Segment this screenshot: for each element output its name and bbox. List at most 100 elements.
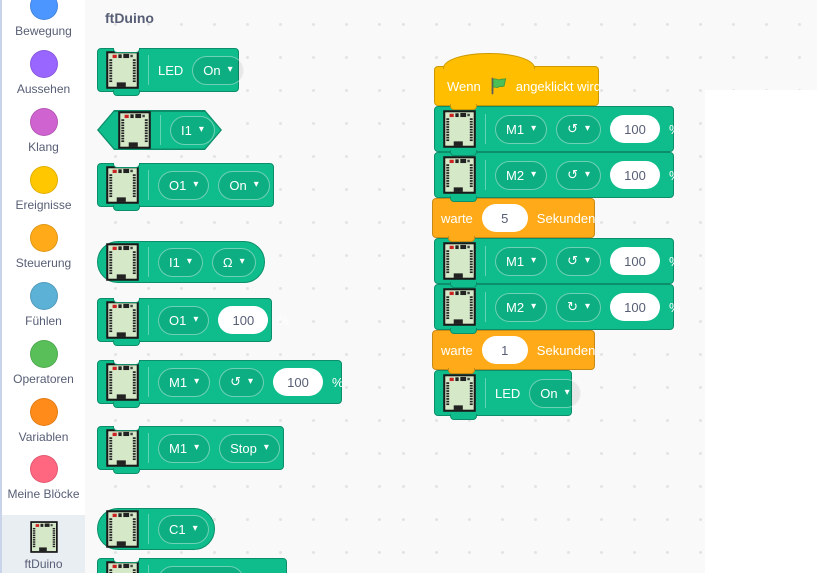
dropdown-caret-icon: ▾ bbox=[194, 376, 200, 387]
wait-label-after: Sekunden bbox=[536, 342, 596, 358]
dropdown-caret-icon: ▾ bbox=[585, 123, 591, 134]
dropdown-motor-port[interactable]: M1 ▾ bbox=[495, 114, 548, 144]
hat-text-after: angeklickt wird bbox=[515, 78, 601, 94]
ftduino-board-icon bbox=[443, 110, 476, 148]
wait-seconds-input[interactable]: 5 bbox=[481, 204, 528, 232]
sidebar-item-ftduino[interactable]: ftDuino bbox=[2, 521, 85, 572]
script-hat-when-flag-clicked[interactable]: Wenn angeklickt wird bbox=[434, 53, 601, 110]
value-input-percent[interactable]: 100 bbox=[610, 161, 661, 189]
value-input-percent[interactable]: 100 bbox=[218, 306, 269, 334]
script-block-motor-m1-run-1[interactable]: M1 ▾ ↺ ▾ 100 % bbox=[434, 106, 681, 156]
script-block-motor-m1-run-2[interactable]: M1 ▾ ↺ ▾ 100 % bbox=[434, 238, 681, 288]
dropdown-partial[interactable] bbox=[158, 565, 244, 573]
script-canvas[interactable]: Wenn angeklickt wird M1 ▾ ↺ ▾ 100 % M2 bbox=[394, 0, 817, 573]
dropdown-caret-icon: ▾ bbox=[193, 179, 199, 190]
dropdown-motor-stop-mode[interactable]: Stop ▾ bbox=[219, 433, 280, 463]
ftduino-board-icon bbox=[443, 288, 476, 326]
wait-label-after: Sekunden bbox=[536, 210, 596, 226]
script-block-motor-m2-run-1[interactable]: M2 ▾ ↺ ▾ 100 % bbox=[434, 152, 681, 202]
ftduino-board-icon bbox=[443, 156, 476, 194]
dropdown-caret-icon: ▾ bbox=[263, 442, 269, 453]
ftduino-board-icon bbox=[106, 243, 139, 281]
wait-seconds-input[interactable]: 1 bbox=[481, 336, 528, 364]
palette-block-partial[interactable] bbox=[97, 558, 287, 573]
sidebar-item-steuerung[interactable]: Steuerung bbox=[2, 224, 85, 271]
dropdown-motor-port[interactable]: M2 ▾ bbox=[495, 160, 548, 190]
dropdown-caret-icon: ▾ bbox=[248, 376, 254, 387]
palette-block-led-set[interactable]: LED On ▾ bbox=[97, 48, 244, 96]
field-divider bbox=[148, 367, 149, 397]
dropdown-value: On bbox=[540, 385, 558, 401]
sidebar-item-aussehen[interactable]: Aussehen bbox=[2, 50, 85, 97]
value-input-percent[interactable]: 100 bbox=[273, 368, 324, 396]
sidebar-item-bewegung[interactable]: Bewegung bbox=[2, 0, 85, 39]
dropdown-motor-port[interactable]: M1 ▾ bbox=[495, 246, 548, 276]
dropdown-motor-direction[interactable]: ↺ ▾ bbox=[556, 114, 602, 144]
hat-text-before: Wenn bbox=[447, 78, 481, 94]
dropdown-led-state[interactable]: On ▾ bbox=[529, 378, 581, 408]
dropdown-output-port[interactable]: O1 ▾ bbox=[158, 170, 210, 200]
ftduino-board-icon bbox=[106, 561, 139, 573]
category-color-variablen-icon bbox=[29, 398, 58, 426]
dropdown-motor-port[interactable]: M1 ▾ bbox=[158, 433, 211, 463]
unit-label: % bbox=[332, 374, 344, 390]
value-input-percent[interactable]: 100 bbox=[610, 115, 661, 143]
category-color-klang-icon bbox=[29, 108, 58, 136]
ftduino-board-icon bbox=[118, 111, 151, 149]
dropdown-led-state[interactable]: On ▾ bbox=[192, 55, 244, 85]
script-block-led-set[interactable]: LED On ▾ bbox=[434, 370, 581, 420]
script-block-wait-1[interactable]: warte 1 Sekunden bbox=[432, 330, 596, 374]
dropdown-motor-port[interactable]: M1 ▾ bbox=[158, 367, 211, 397]
field-divider bbox=[148, 565, 149, 573]
unit-label: % bbox=[669, 167, 681, 183]
dropdown-value: I1 bbox=[169, 254, 180, 270]
dropdown-input-port[interactable]: I1 ▾ bbox=[170, 115, 215, 145]
category-sidebar: Bewegung Aussehen Klang Ereignisse Steue… bbox=[2, 0, 86, 573]
sidebar-item-label: Steuerung bbox=[15, 256, 72, 270]
dropdown-motor-direction[interactable]: ↻ ▾ bbox=[556, 292, 602, 322]
sidebar-item-klang[interactable]: Klang bbox=[2, 108, 85, 155]
block-label: LED bbox=[495, 385, 521, 401]
sidebar-item-label: Klang bbox=[28, 140, 59, 154]
sidebar-item-meine-bloecke[interactable]: Meine Blöcke bbox=[2, 455, 85, 502]
field-divider bbox=[148, 305, 149, 335]
dropdown-motor-direction[interactable]: ↺ ▾ bbox=[556, 160, 602, 190]
palette-block-motor-stop[interactable]: M1 ▾ Stop ▾ bbox=[97, 426, 284, 474]
palette-block-input-digital[interactable]: I1 ▾ bbox=[97, 110, 222, 150]
palette-block-motor-run[interactable]: M1 ▾ ↺ ▾ 100 % bbox=[97, 360, 344, 408]
dropdown-output-state[interactable]: On ▾ bbox=[218, 170, 270, 200]
field-divider bbox=[485, 378, 486, 408]
rotate-ccw-icon: ↺ bbox=[230, 374, 241, 389]
field-divider bbox=[160, 115, 161, 145]
sidebar-item-variablen[interactable]: Variablen bbox=[2, 398, 85, 445]
palette-block-input-analog[interactable]: I1 ▾ Ω ▾ bbox=[97, 241, 265, 283]
dropdown-input-unit[interactable]: Ω ▾ bbox=[211, 247, 256, 277]
dropdown-value: C1 bbox=[169, 521, 186, 537]
block-palette: ftDuino LED On ▾ I1 ▾ bbox=[85, 0, 395, 573]
field-divider bbox=[148, 433, 149, 463]
palette-block-output-pwm[interactable]: O1 ▾ 100 % bbox=[97, 298, 289, 346]
dropdown-motor-direction[interactable]: ↺ ▾ bbox=[219, 367, 265, 397]
ftduino-board-icon bbox=[106, 51, 139, 89]
script-block-motor-m2-run-2[interactable]: M2 ▾ ↻ ▾ 100 % bbox=[434, 284, 681, 334]
dropdown-input-port[interactable]: I1 ▾ bbox=[158, 247, 203, 277]
dropdown-output-port[interactable]: O1 ▾ bbox=[158, 305, 210, 335]
dropdown-value: On bbox=[229, 177, 247, 193]
white-side-panel bbox=[705, 90, 817, 573]
sidebar-item-ereignisse[interactable]: Ereignisse bbox=[2, 166, 85, 213]
dropdown-counter-port[interactable]: C1 ▾ bbox=[158, 514, 209, 544]
palette-block-counter[interactable]: C1 ▾ bbox=[97, 508, 215, 550]
dropdown-caret-icon: ▾ bbox=[239, 256, 245, 267]
palette-block-output-set[interactable]: O1 ▾ On ▾ bbox=[97, 163, 274, 211]
sidebar-item-label: Fühlen bbox=[25, 314, 62, 328]
ftduino-board-icon bbox=[106, 166, 139, 204]
dropdown-motor-direction[interactable]: ↺ ▾ bbox=[556, 246, 602, 276]
dropdown-motor-port[interactable]: M2 ▾ bbox=[495, 292, 548, 322]
dropdown-caret-icon: ▾ bbox=[186, 256, 192, 267]
value-input-percent[interactable]: 100 bbox=[610, 293, 661, 321]
sidebar-item-operatoren[interactable]: Operatoren bbox=[2, 340, 85, 387]
script-block-wait-5[interactable]: warte 5 Sekunden bbox=[432, 198, 596, 242]
sidebar-item-fuehlen[interactable]: Fühlen bbox=[2, 282, 85, 329]
field-divider bbox=[148, 247, 149, 277]
value-input-percent[interactable]: 100 bbox=[610, 247, 661, 275]
